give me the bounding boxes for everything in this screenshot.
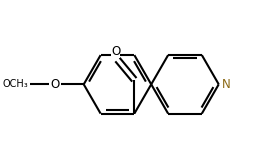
Text: OCH₃: OCH₃	[2, 79, 28, 89]
Text: O: O	[111, 45, 120, 58]
Text: O: O	[50, 78, 60, 91]
Text: N: N	[222, 78, 230, 91]
